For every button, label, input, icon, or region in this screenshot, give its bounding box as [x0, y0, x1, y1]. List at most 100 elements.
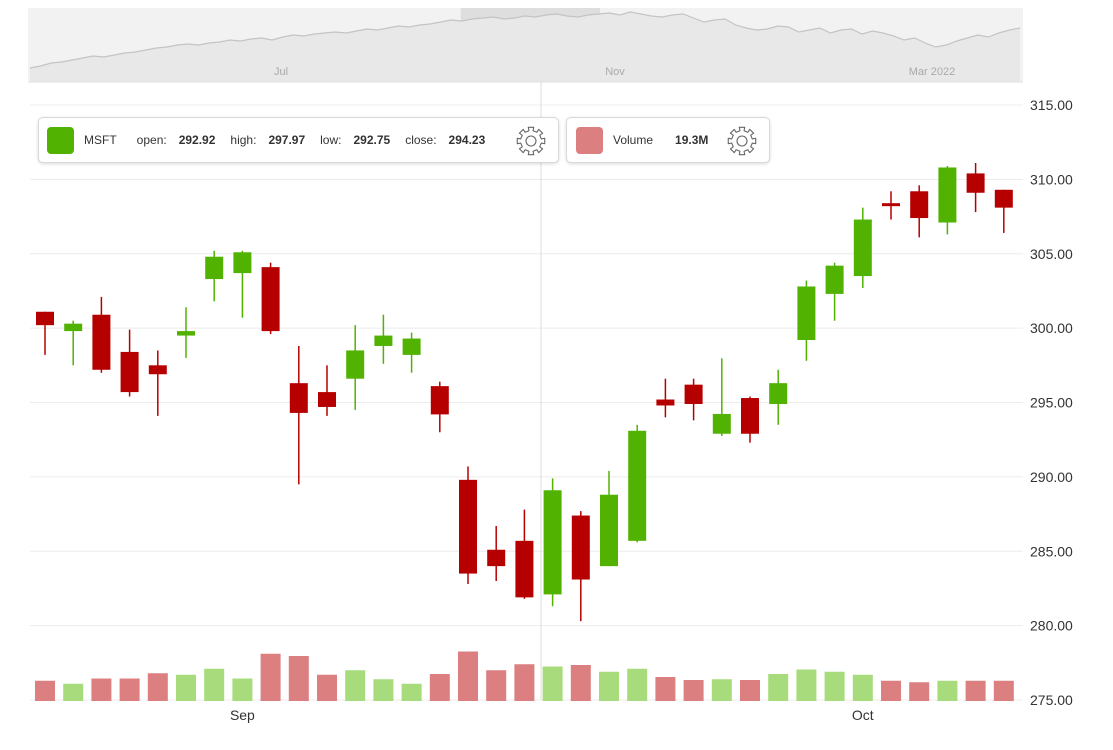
- candle[interactable]: [177, 307, 195, 358]
- candle[interactable]: [36, 311, 54, 355]
- candle-body: [346, 350, 365, 379]
- candle[interactable]: [92, 296, 111, 373]
- candle[interactable]: [684, 378, 703, 421]
- volume-bar: [937, 680, 958, 701]
- candle-body: [966, 173, 985, 193]
- candle[interactable]: [712, 358, 731, 436]
- candle-body: [459, 479, 477, 574]
- candle-body: [318, 392, 336, 407]
- candle[interactable]: [402, 332, 421, 373]
- volume-label: Volume: [613, 133, 654, 147]
- volume-bar: [486, 670, 507, 701]
- symbol-label: MSFT: [84, 133, 117, 147]
- price-legend: MSFT open: 292.92 high: 297.97 low: 292.…: [38, 117, 559, 163]
- candle[interactable]: [769, 369, 788, 425]
- candle[interactable]: [148, 350, 167, 416]
- volume-bar: [458, 651, 478, 701]
- volume-bar: [740, 680, 760, 701]
- volume-bar: [429, 674, 450, 701]
- candle[interactable]: [261, 262, 280, 335]
- candle[interactable]: [797, 280, 816, 361]
- volume-bar: [655, 677, 676, 701]
- candle[interactable]: [600, 470, 618, 567]
- candle[interactable]: [515, 509, 534, 599]
- candle-body: [205, 256, 224, 280]
- y-tick-label: 280.00: [1030, 618, 1073, 634]
- candle-body: [571, 515, 590, 580]
- volume-bar: [514, 664, 535, 701]
- volume-value: 19.3M: [675, 133, 709, 147]
- candle[interactable]: [938, 165, 957, 235]
- candle[interactable]: [741, 396, 759, 443]
- candle[interactable]: [430, 381, 449, 433]
- candle[interactable]: [205, 250, 224, 302]
- y-tick-label: 315.00: [1030, 97, 1073, 113]
- candle-body: [233, 252, 252, 274]
- candle[interactable]: [233, 250, 252, 318]
- candle-body: [656, 399, 675, 406]
- x-tick-label: Sep: [230, 707, 255, 723]
- gear-icon[interactable]: [516, 126, 546, 156]
- candle[interactable]: [487, 525, 506, 581]
- gear-icon[interactable]: [727, 126, 757, 156]
- candle[interactable]: [825, 262, 844, 321]
- volume-bar: [599, 671, 619, 701]
- candle[interactable]: [318, 365, 336, 416]
- candle-body: [882, 203, 900, 207]
- series-color-swatch[interactable]: [47, 126, 74, 154]
- candle-body: [994, 189, 1013, 208]
- candle-body: [853, 219, 872, 277]
- volume-bar: [63, 683, 84, 701]
- x-tick-label: Oct: [852, 707, 874, 723]
- candle-body: [402, 338, 421, 355]
- candle[interactable]: [374, 314, 393, 364]
- y-tick-label: 305.00: [1030, 246, 1073, 262]
- volume-bar: [373, 679, 394, 701]
- candle-body: [628, 430, 647, 541]
- volume-bar: [288, 656, 309, 701]
- candle-body: [64, 323, 83, 332]
- candle[interactable]: [628, 424, 647, 543]
- candle[interactable]: [64, 320, 83, 366]
- candle-body: [289, 383, 308, 413]
- candle[interactable]: [346, 325, 365, 410]
- navigator[interactable]: Jul Nov Mar 2022: [28, 8, 1023, 83]
- low-label: low:: [320, 133, 342, 147]
- candle[interactable]: [120, 329, 139, 397]
- candle-body: [92, 314, 111, 370]
- volume-color-swatch[interactable]: [576, 126, 603, 154]
- candle-body: [515, 540, 534, 598]
- candle-body: [487, 549, 506, 567]
- candle[interactable]: [289, 345, 308, 485]
- close-label: close:: [405, 133, 437, 147]
- x-axis: Sep Oct: [230, 707, 874, 723]
- volume-bar: [711, 679, 732, 701]
- candle-body: [600, 494, 618, 567]
- volume-bar: [401, 683, 422, 701]
- candle-body: [148, 365, 167, 375]
- volume-bar: [852, 674, 873, 701]
- volume-bar: [345, 670, 366, 701]
- candle[interactable]: [966, 163, 985, 213]
- candle-body: [712, 413, 731, 434]
- y-tick-label: 295.00: [1030, 395, 1073, 411]
- candle[interactable]: [910, 185, 929, 238]
- candle[interactable]: [459, 466, 477, 584]
- volume-legend: Volume 19.3M: [566, 117, 770, 163]
- volume-bar: [91, 678, 112, 701]
- candle-body: [797, 286, 816, 341]
- candle[interactable]: [543, 478, 562, 607]
- candle[interactable]: [994, 189, 1013, 233]
- candle[interactable]: [656, 378, 675, 418]
- candle[interactable]: [571, 511, 590, 622]
- candle[interactable]: [853, 207, 872, 288]
- volume-bar: [176, 674, 196, 701]
- candle-body: [910, 191, 929, 219]
- volume-bar: [317, 674, 337, 701]
- high-value: 297.97: [268, 133, 306, 147]
- candle[interactable]: [882, 191, 900, 220]
- close-value: 294.23: [448, 133, 486, 147]
- open-label: open:: [136, 133, 167, 147]
- volume-series: [35, 651, 1014, 701]
